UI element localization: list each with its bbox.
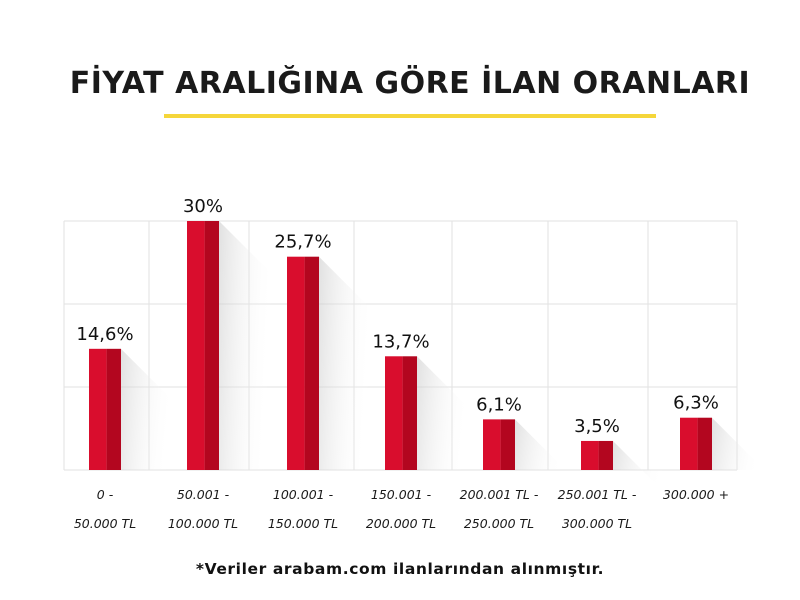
- category-label: 50.000 TL: [74, 516, 136, 531]
- category-label: 50.001 -: [177, 487, 230, 502]
- bar-7: [680, 417, 712, 470]
- bar-shadow: [219, 221, 274, 470]
- value-label: 25,7%: [274, 232, 331, 253]
- bar-4: [385, 356, 417, 470]
- category-label: 300.000 +: [663, 487, 729, 502]
- category-label: 250.001 TL -: [558, 487, 637, 502]
- value-label: 6,1%: [476, 394, 522, 415]
- bar-shadow: [613, 440, 668, 496]
- value-label: 30%: [183, 196, 223, 217]
- category-label: 150.001 -: [371, 487, 432, 502]
- category-label: 250.000 TL: [464, 516, 534, 531]
- value-label: 14,6%: [76, 324, 133, 345]
- bar-5: [483, 419, 515, 470]
- page-title: FİYAT ARALIĞINA GÖRE İLAN ORANLARI: [69, 66, 751, 101]
- category-label: 100.001 -: [273, 487, 334, 502]
- bar-1: [89, 348, 121, 470]
- bar-3: [287, 256, 319, 470]
- value-label: 13,7%: [372, 331, 429, 352]
- category-label: 0 -: [97, 487, 114, 502]
- bar-shadow: [121, 348, 176, 470]
- bar-6: [581, 440, 613, 470]
- bar-shadow: [319, 256, 374, 470]
- value-label: 6,3%: [673, 393, 719, 414]
- footnote: *Veriler arabam.com ilanlarından alınmış…: [195, 560, 605, 578]
- bars: [89, 221, 712, 470]
- category-label: 300.000 TL: [562, 516, 632, 531]
- category-label: 200.001 TL -: [460, 487, 539, 502]
- bar-2: [187, 221, 219, 470]
- bar-shadows: [121, 221, 767, 496]
- category-labels: 0 - 50.000 TL 50.001 - 100.000 TL 100.001 - 1…: [74, 487, 729, 531]
- value-labels: 14,6% 30% 25,7% 13,7% 6,1% 3,5% 6,3%: [76, 196, 718, 437]
- bar-shadow: [712, 417, 767, 473]
- category-label: 200.000 TL: [366, 516, 436, 531]
- bar-shadow: [417, 356, 472, 470]
- value-label: 3,5%: [574, 416, 620, 437]
- bar-shadow: [515, 419, 570, 475]
- category-label: 150.000 TL: [268, 516, 338, 531]
- category-label: 100.000 TL: [168, 516, 238, 531]
- title-underline: [164, 114, 656, 118]
